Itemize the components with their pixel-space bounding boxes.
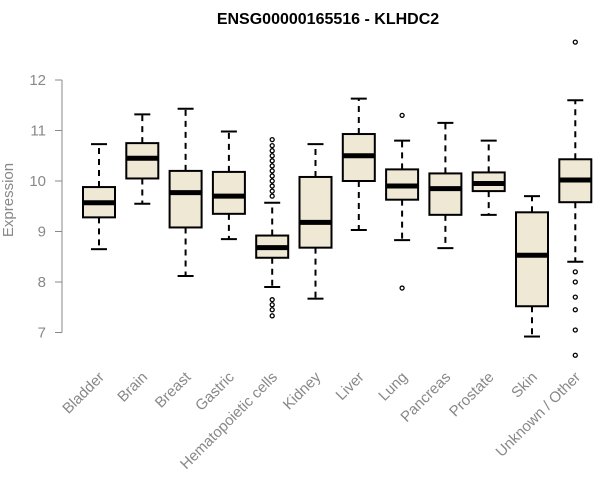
x-tick-label: Skin [508,369,541,402]
outlier-point [399,285,405,291]
outlier-point [269,313,275,319]
y-tick-label: 9 [38,224,46,241]
outlier-point [269,158,275,164]
outlier-point [572,294,578,300]
outlier-point [269,307,275,313]
y-axis: 7 8 9 10 11 12 [29,72,63,342]
y-tick-label: 8 [38,274,46,291]
outlier-point [399,112,405,118]
x-tick-label: Brain [114,369,151,406]
outlier-point [269,302,275,308]
outlier-point [269,163,275,169]
box-group [255,136,290,319]
x-tick-label: Lung [375,369,411,405]
outlier-point [269,142,275,149]
outlier-point [269,136,275,143]
box [125,142,160,180]
outlier-point [269,193,275,199]
box [298,175,333,249]
box-group [82,143,116,251]
outlier-point [269,188,275,194]
x-tick-label: Bladder [59,369,108,418]
outlier-point [572,279,578,285]
x-tick-label: Breast [152,368,195,411]
y-tick-label: 11 [30,123,46,140]
outlier-point [572,39,578,45]
outlier-point [269,183,275,189]
box-group [298,143,333,300]
outlier-point [572,269,578,275]
outlier-point [269,173,275,179]
outlier-point [269,178,275,184]
box-group [341,97,376,231]
box-group [471,139,506,216]
box-group [428,121,463,250]
y-tick-label: 7 [38,325,46,342]
outlier-point [572,352,578,358]
x-tick-label: Liver [333,369,368,404]
chart-title: ENSG00000165516 - KLHDC2 [217,11,439,28]
outlier-point [572,307,578,313]
outlier-point [269,153,275,159]
box [515,211,549,308]
outlier-point [572,327,578,333]
box-group [515,195,549,338]
box [168,169,203,229]
y-tick-label: 10 [29,173,46,190]
y-tick-label: 12 [29,72,46,89]
box [211,170,246,215]
box-group [385,112,420,291]
box-group [168,107,203,277]
boxes-layer [82,39,593,358]
box-group [558,39,593,358]
box-group [125,113,160,205]
outlier-point [269,168,275,174]
outlier-point [269,148,275,154]
y-axis-label: Expression [0,163,17,237]
outlier-point [269,297,275,303]
x-tick-label: Kidney [280,368,325,413]
box [428,172,463,216]
x-tick-label: Prostate [446,369,498,421]
box-group [211,130,246,241]
